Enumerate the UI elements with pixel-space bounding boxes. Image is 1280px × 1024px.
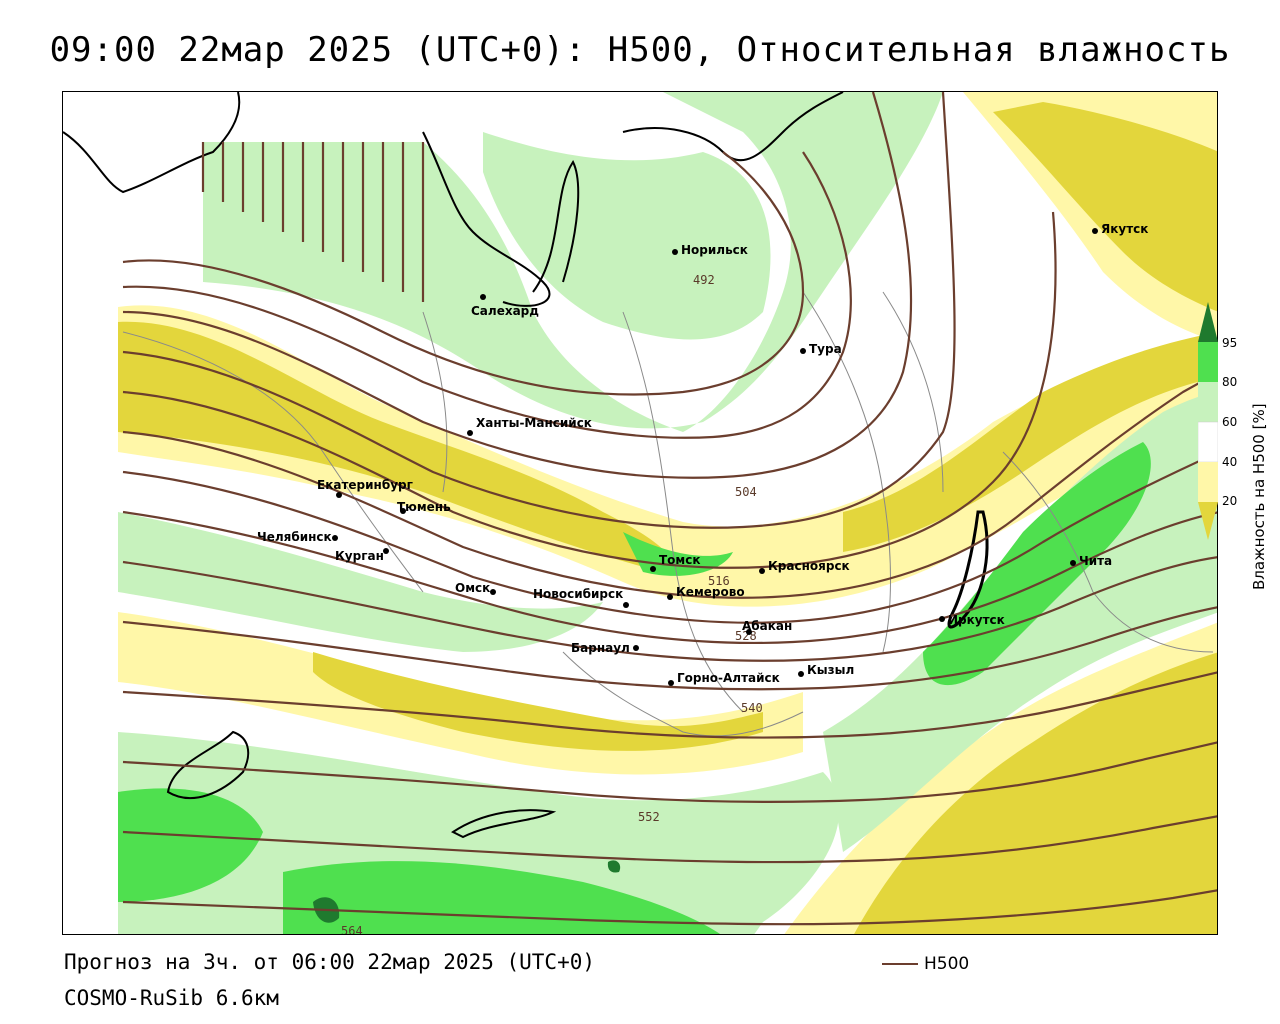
city-dot — [383, 548, 389, 554]
city-dot — [798, 671, 804, 677]
city-label: Якутск — [1101, 222, 1148, 236]
legend-line-label: H500 — [924, 954, 970, 974]
humidity-zone-moist — [203, 92, 943, 432]
coastline — [63, 92, 241, 194]
city-label: Абакан — [742, 619, 792, 633]
humidity-colorbar — [1198, 302, 1218, 540]
city-dot — [650, 566, 656, 572]
city-markers: Якутск Норильск Салехард Тура Ханты-Манс… — [257, 222, 1148, 686]
lake-balkhash — [451, 809, 557, 839]
city-dot — [672, 249, 678, 255]
city-label: Салехард — [471, 304, 539, 318]
isoline-label: 504 — [735, 485, 757, 499]
colorbar-tick: 60 — [1222, 415, 1238, 429]
city-dot — [746, 629, 752, 635]
humidity-zone-humid — [623, 532, 733, 576]
humidity-zone-very-dry — [993, 102, 1217, 312]
humidity-zone-very-dry — [313, 652, 763, 751]
lake-baikal — [947, 510, 989, 629]
city-dot — [467, 430, 473, 436]
colorbar-cap-top — [1198, 302, 1218, 342]
weather-map: 492 504 516 528 540 552 564 Якутск Норил… — [62, 91, 1218, 935]
forecast-info: Прогноз на 3ч. от 06:00 22мар 2025 (UTC+… — [64, 950, 596, 974]
city-dot — [800, 348, 806, 354]
city-dot — [1070, 560, 1076, 566]
city-dot — [633, 645, 639, 651]
city-label: Томск — [659, 553, 701, 567]
caspian-shore — [166, 730, 250, 800]
humidity-zone-dry — [784, 622, 1217, 934]
city-label: Барнаул — [571, 641, 630, 655]
city-dot — [667, 594, 673, 600]
colorbar-cap-bottom — [1198, 502, 1218, 540]
colorbar-tick: 80 — [1222, 375, 1238, 389]
city-label: Тюмень — [397, 500, 451, 514]
humidity-zone-humid — [283, 861, 721, 934]
city-label: Челябинск — [257, 530, 332, 544]
humidity-zone-very-dry — [843, 332, 1217, 552]
colorbar-segment-80 — [1198, 382, 1218, 422]
city-dot — [400, 508, 406, 514]
humidity-zone-moist — [118, 512, 603, 652]
city-label: Тура — [809, 342, 842, 356]
colorbar-segment-95 — [1198, 342, 1218, 382]
humidity-zone-very-dry — [118, 321, 671, 572]
coastline — [622, 92, 844, 162]
coastline — [532, 160, 580, 293]
city-dot — [668, 680, 674, 686]
city-label: Красноярск — [768, 559, 850, 573]
model-name: COSMO-RuSib 6.6км — [64, 986, 279, 1010]
colorbar-title: Влажность на H500 [%] — [1250, 403, 1268, 590]
map-canvas: 492 504 516 528 540 552 564 Якутск Норил… — [63, 92, 1217, 935]
h500-isolines — [122, 92, 1217, 926]
legend-h500: H500 — [882, 954, 969, 974]
city-label: Иркутск — [948, 613, 1005, 627]
city-dot — [1092, 228, 1098, 234]
humidity-zone-moist — [483, 132, 771, 340]
isoline-label: 492 — [693, 273, 715, 287]
city-dot — [939, 616, 945, 622]
isoline-label: 564 — [341, 924, 363, 935]
humidity-zone-humid — [923, 442, 1151, 686]
map-title: 09:00 22мар 2025 (UTC+0): H500, Относите… — [49, 30, 1231, 70]
isoline-label: 516 — [708, 574, 730, 588]
city-label: Ханты-Мансийск — [476, 416, 592, 430]
isoline-label: 552 — [638, 810, 660, 824]
colorbar-segment-40 — [1198, 462, 1218, 502]
city-label: Екатеринбург — [317, 478, 413, 492]
city-dot — [490, 589, 496, 595]
city-label: Омск — [455, 581, 490, 595]
city-dot — [336, 492, 342, 498]
city-label: Новосибирск — [533, 587, 623, 601]
humidity-zone-humid — [118, 788, 263, 902]
city-label: Курган — [335, 549, 384, 563]
city-dot — [332, 535, 338, 541]
colorbar-segment-60 — [1198, 421, 1218, 463]
city-label: Кемерово — [676, 585, 745, 599]
city-label: Кызыл — [807, 663, 854, 677]
city-label: Чита — [1079, 554, 1112, 568]
city-dot — [480, 294, 486, 300]
colorbar-tick: 40 — [1222, 455, 1238, 469]
coastline — [422, 131, 551, 307]
region-borders — [122, 291, 1214, 737]
colorbar-tick: 95 — [1222, 336, 1238, 350]
city-dot — [623, 602, 629, 608]
city-label: Горно-Алтайск — [677, 671, 780, 685]
colorbar-tick: 20 — [1222, 494, 1238, 508]
humidity-zone-saturated — [607, 860, 621, 873]
humidity-zone-dry — [118, 305, 1217, 607]
isoline-label: 540 — [741, 701, 763, 715]
legend-line-swatch — [882, 963, 918, 965]
city-label: Норильск — [681, 243, 748, 257]
city-dot — [759, 568, 765, 574]
